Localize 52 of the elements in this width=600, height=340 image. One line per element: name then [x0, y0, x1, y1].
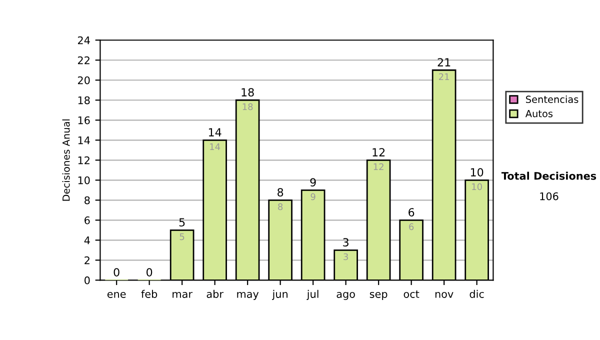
- total-label: 0: [146, 268, 152, 277]
- total-label: 6: [408, 208, 414, 216]
- data-label: 6: [409, 223, 414, 230]
- y-tick-label: 18: [78, 96, 90, 104]
- y-tick-label: 20: [78, 76, 90, 84]
- x-tick-label: mar: [172, 292, 192, 298]
- data-label: 12: [374, 163, 384, 170]
- data-label: 18: [242, 103, 253, 110]
- legend-label: Autos: [525, 110, 553, 118]
- y-tick-label: 16: [78, 116, 90, 124]
- y-tick-label: 12: [78, 156, 90, 164]
- total-label: 10: [470, 168, 484, 176]
- x-tick-label: dic: [470, 290, 484, 298]
- data-label: 9: [310, 193, 316, 200]
- data-label: 8: [278, 203, 283, 210]
- x-tick-label: jun: [272, 290, 288, 300]
- total-label: 21: [438, 58, 450, 66]
- y-tick-label: 14: [78, 136, 90, 144]
- data-label: 10: [472, 183, 482, 190]
- x-tick-label: oct: [404, 290, 420, 298]
- x-tick-label: ene: [107, 292, 126, 298]
- y-tick-label: 2: [84, 256, 90, 264]
- total-label: 8: [278, 188, 284, 196]
- text: 106: [540, 192, 558, 200]
- total-label: 18: [242, 88, 254, 96]
- data-label: 3: [344, 253, 348, 260]
- x-tick-label: may: [237, 292, 259, 300]
- y-tick-label: 6: [84, 216, 90, 224]
- x-tick-label: abr: [206, 290, 224, 298]
- legend-label: Sentencias: [526, 95, 578, 104]
- total-label: 12: [372, 148, 385, 156]
- y-tick-label: 8: [84, 196, 90, 204]
- x-tick-label: sep: [370, 292, 388, 300]
- x-tick-label: feb: [141, 290, 158, 298]
- x-tick-label: nov: [435, 292, 454, 298]
- y-tick-label: 0: [84, 276, 90, 284]
- x-tick-label: jul: [306, 290, 318, 300]
- data-label: 21: [438, 73, 449, 80]
- y-tick-label: 24: [78, 36, 90, 44]
- total-label: 3: [343, 238, 348, 246]
- x-tick-label: ago: [336, 292, 355, 300]
- text: Total Decisiones: [501, 172, 596, 180]
- total-label: 14: [208, 128, 222, 136]
- total-label: 9: [310, 178, 316, 186]
- y-axis-title: Decisiones Anual: [62, 119, 70, 201]
- total-label: 0: [114, 268, 120, 277]
- data-label: 5: [180, 233, 184, 240]
- y-tick-label: 4: [84, 236, 90, 244]
- y-tick-label: 10: [78, 176, 90, 184]
- data-label: 14: [210, 143, 220, 150]
- total-label: 5: [179, 218, 185, 226]
- y-tick-label: 22: [78, 56, 90, 64]
